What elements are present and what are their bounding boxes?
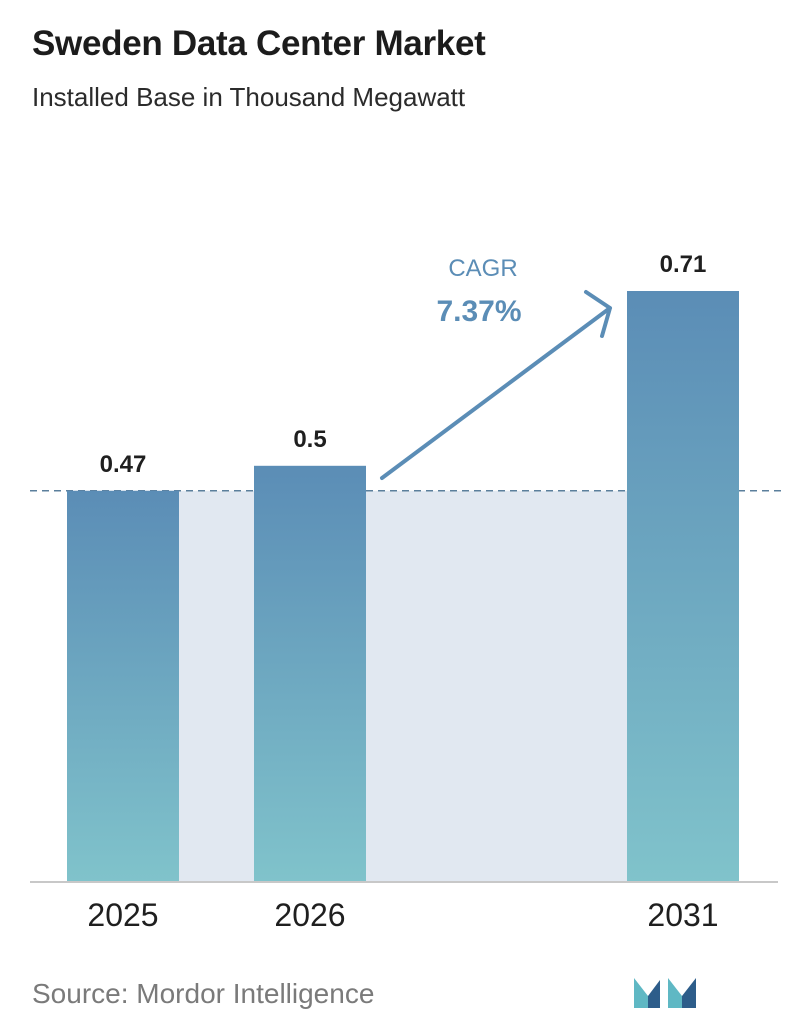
bar-2026 xyxy=(254,465,366,882)
cagr-arrow xyxy=(380,290,612,480)
bar-2025 xyxy=(67,490,179,882)
chart-title: Sweden Data Center Market xyxy=(32,24,486,63)
bar-chart: 0.47 2025 0.5 2026 0.71 2031 CAGR 7.37% xyxy=(30,251,782,933)
mordor-intelligence-logo xyxy=(634,978,696,1008)
category-label-2031: 2031 xyxy=(647,897,718,933)
category-label-2026: 2026 xyxy=(274,897,345,933)
cagr-label: CAGR xyxy=(448,255,517,282)
category-label-2025: 2025 xyxy=(87,897,158,933)
bars-layer xyxy=(67,291,739,882)
value-label-2025: 0.47 xyxy=(100,451,147,478)
value-label-2026: 0.5 xyxy=(293,426,326,453)
chart-subtitle: Installed Base in Thousand Megawatt xyxy=(32,82,466,112)
cagr-annotation: CAGR 7.37% xyxy=(380,255,612,480)
labels-layer: 0.47 2025 0.5 2026 0.71 2031 xyxy=(87,251,718,933)
value-label-2031: 0.71 xyxy=(660,251,707,278)
source-text: Source: Mordor Intelligence xyxy=(32,978,375,1009)
cagr-value: 7.37% xyxy=(436,295,521,328)
bar-2031 xyxy=(627,291,739,882)
